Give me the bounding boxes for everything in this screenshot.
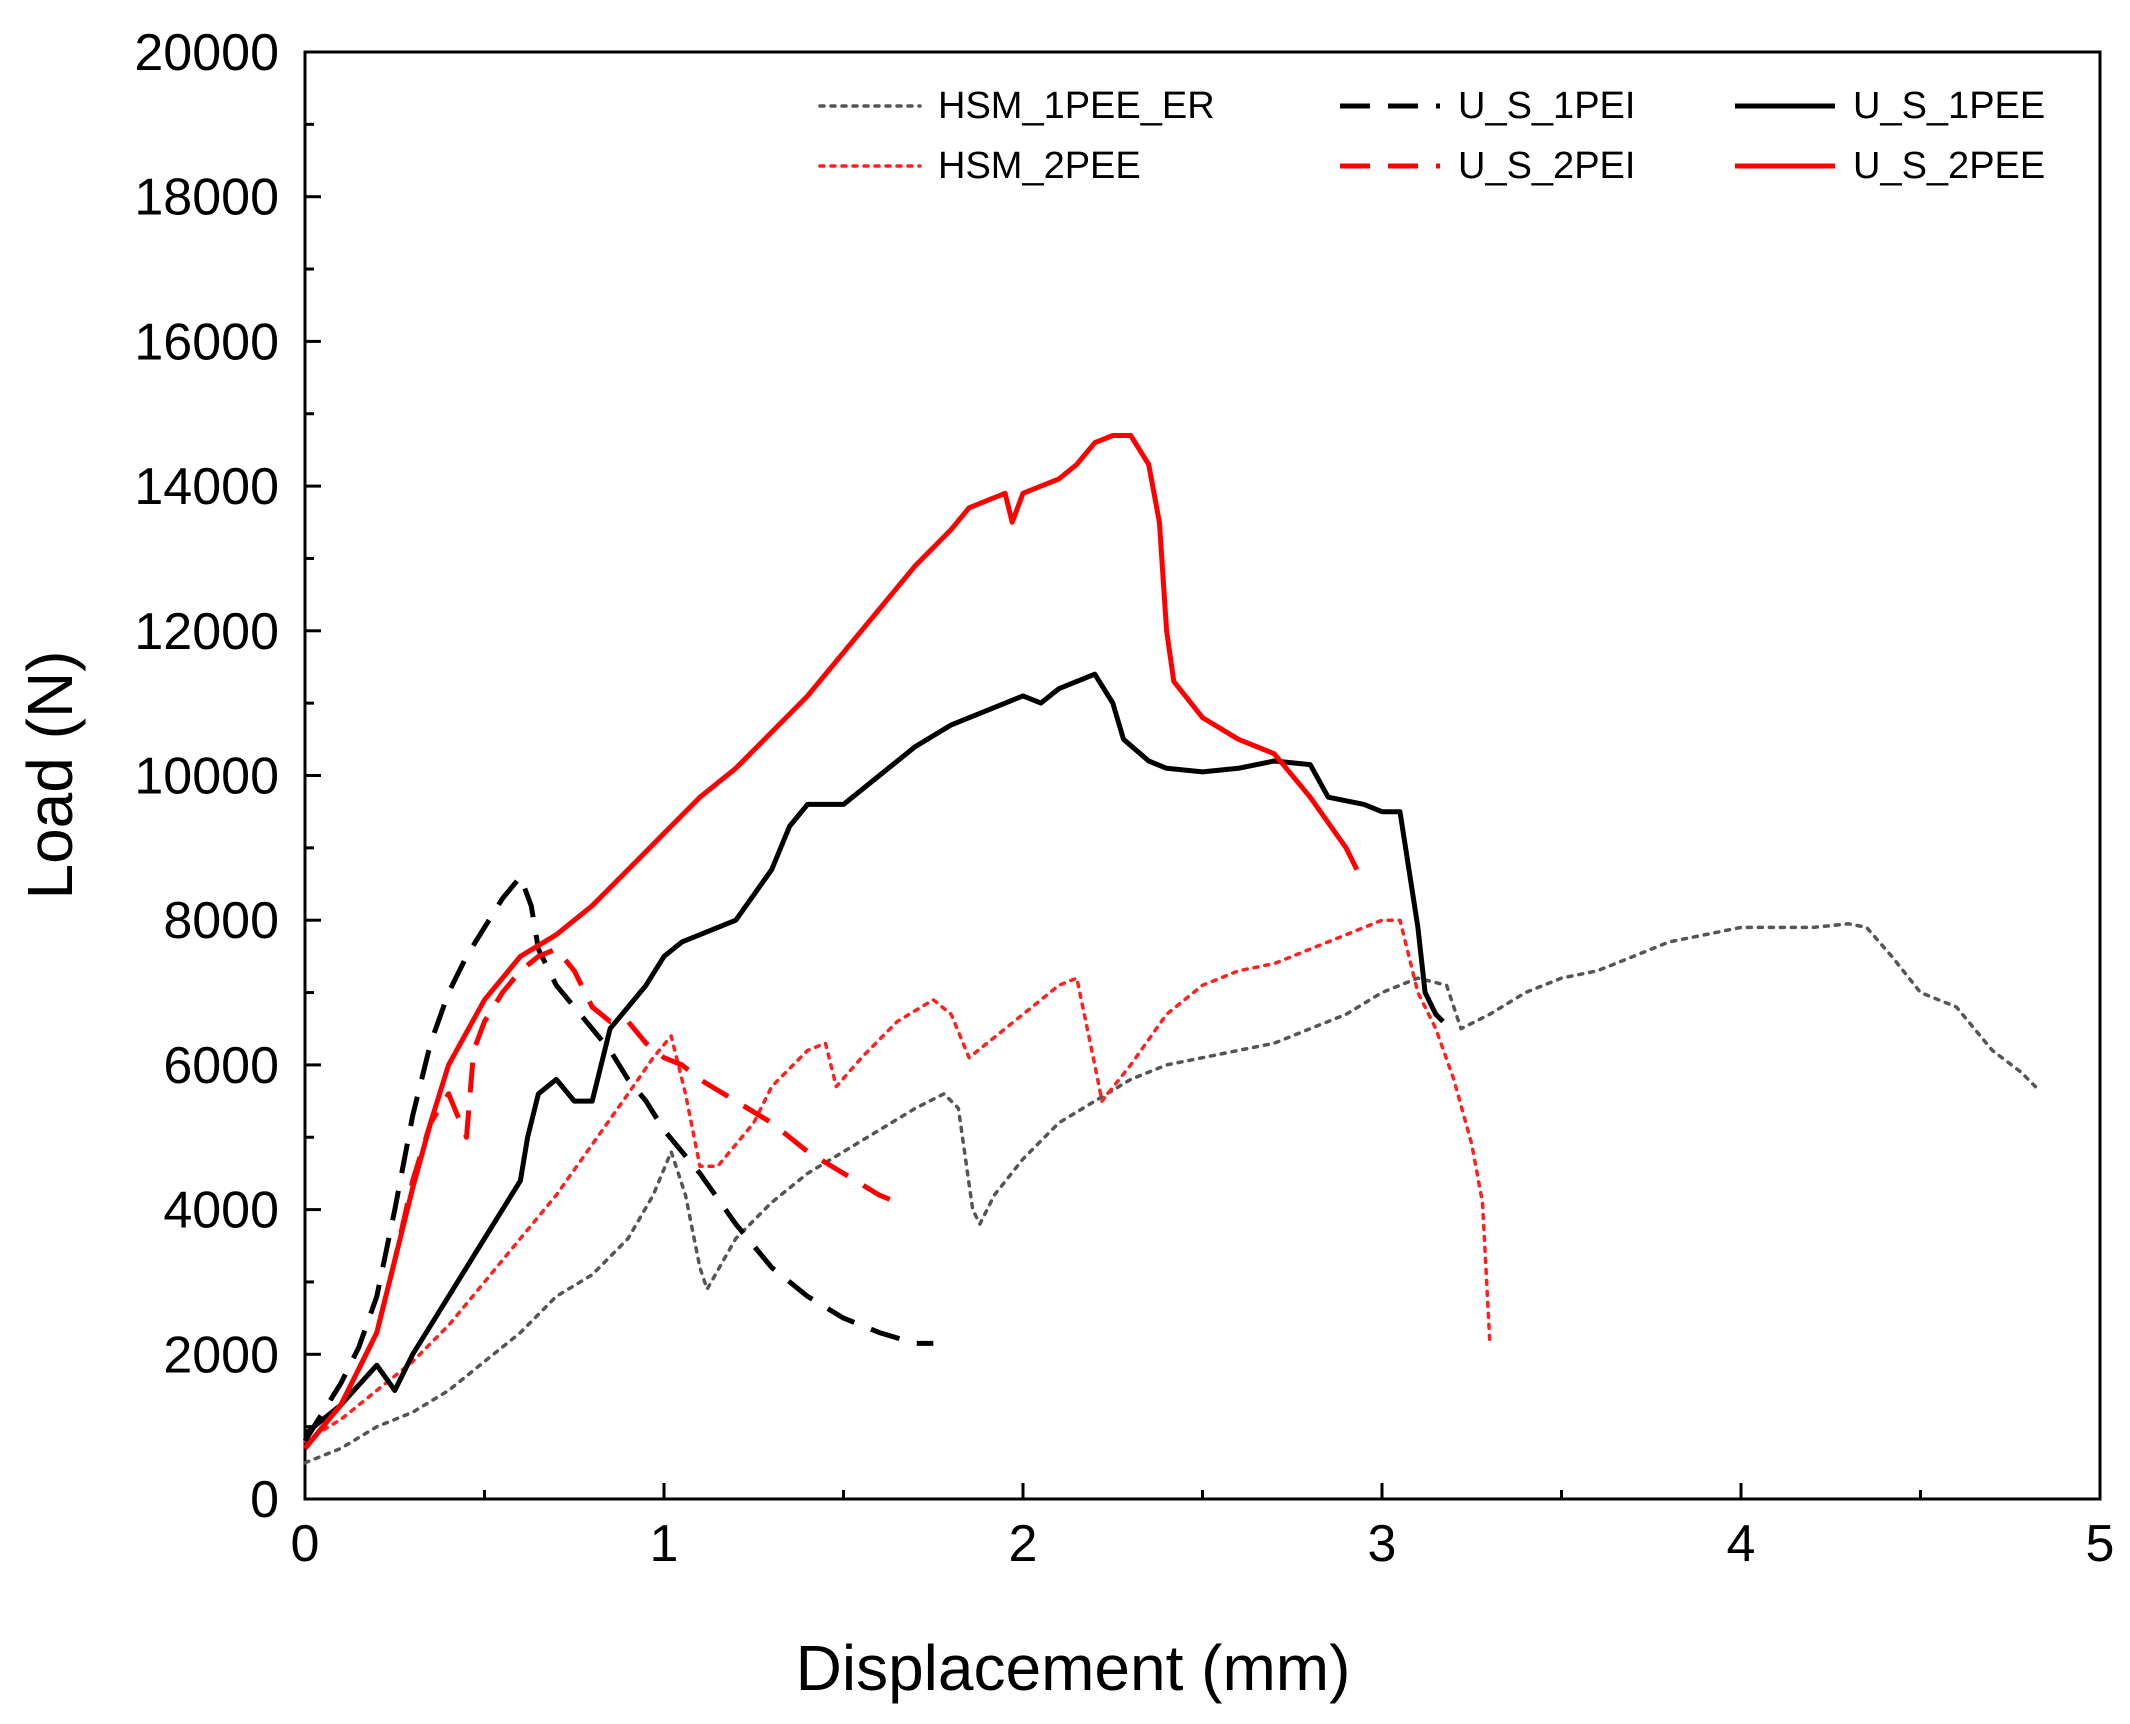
y-tick-label: 6000: [163, 1037, 279, 1095]
series-lines: [302, 433, 2038, 1465]
legend-label-u-s-1pee: U_S_1PEE: [1853, 85, 2045, 127]
y-tick-label: 20000: [134, 24, 279, 82]
series-line-u-s-1pee: [303, 671, 1445, 1436]
y-tick-label: 10000: [134, 748, 279, 806]
series-line-hsm-2pee: [303, 918, 1492, 1443]
y-tick-label: 2000: [163, 1326, 279, 1384]
y-axis-title: Load (N): [14, 651, 86, 900]
y-tick-label: 18000: [134, 169, 279, 227]
x-tick-label: 4: [1727, 1515, 1756, 1573]
x-tick-label: 1: [650, 1515, 679, 1573]
tick-labels: 0 1 2 3 4 5 0 2000 4000 6000 8000 10000 12000 14000 16…: [134, 24, 2114, 1573]
y-tick-label: 16000: [134, 313, 279, 371]
legend-label-hsm-2pee: HSM_2PEE: [938, 145, 1141, 187]
y-tick-label: 8000: [163, 892, 279, 950]
y-tick-label: 4000: [163, 1182, 279, 1240]
axis-ticks: [303, 50, 2102, 1501]
x-tick-label: 2: [1009, 1515, 1038, 1573]
y-tick-label: 12000: [134, 603, 279, 661]
x-tick-label: 0: [291, 1515, 320, 1573]
y-tick-label: 0: [250, 1471, 279, 1529]
legend-label-u-s-2pee: U_S_2PEE: [1853, 145, 2045, 187]
legend-label-u-s-2pei: U_S_2PEI: [1458, 145, 1635, 187]
x-axis-title: Displacement (mm): [796, 1632, 1351, 1704]
x-tick-label: 5: [2086, 1515, 2115, 1573]
x-tick-label: 3: [1368, 1515, 1397, 1573]
legend: HSM_1PEE_ER HSM_2PEE U_S_1PEI U_S_2PEI U_S_1…: [818, 85, 2045, 187]
series-line-u-s-2pee: [303, 433, 1360, 1450]
legend-label-hsm-1pee-er: HSM_1PEE_ER: [938, 85, 1215, 127]
legend-label-u-s-1pei: U_S_1PEI: [1458, 85, 1635, 127]
y-tick-label: 14000: [134, 458, 279, 516]
